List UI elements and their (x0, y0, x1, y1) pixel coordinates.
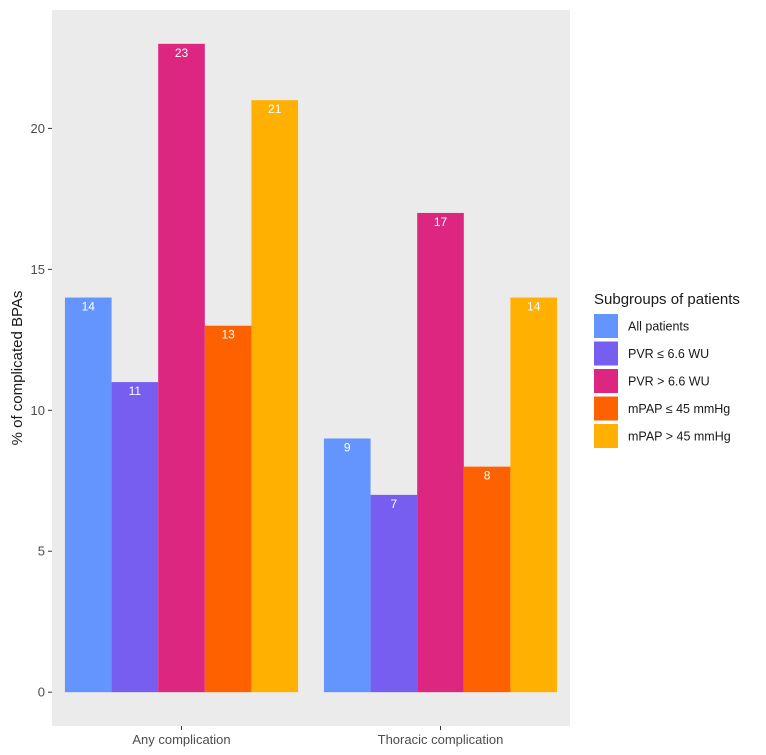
legend-label: PVR > 6.6 WU (628, 375, 710, 389)
y-tick-label: 10 (31, 403, 45, 418)
data-label: 7 (391, 497, 398, 511)
legend-label: PVR ≤ 6.6 WU (628, 347, 709, 361)
data-label: 11 (129, 384, 142, 398)
legend-label: mPAP > 45 mmHg (628, 430, 731, 444)
bar (417, 212, 464, 693)
y-axis: 0 5 10 15 20 (31, 121, 52, 700)
y-axis-title: % of complicated BPAs (9, 291, 26, 446)
bar (111, 382, 159, 693)
legend-key (594, 369, 618, 393)
bar (64, 297, 112, 693)
x-axis: Any complication Thoracic complication (132, 726, 503, 747)
x-tick-label: Thoracic complication (378, 732, 504, 747)
x-tick-label: Any complication (132, 732, 230, 747)
legend-key (594, 314, 618, 338)
legend-key (594, 341, 618, 366)
bar (251, 100, 299, 693)
data-label: 13 (221, 328, 235, 342)
data-label: 14 (82, 300, 96, 314)
data-label: 17 (434, 215, 448, 229)
y-tick-label: 0 (38, 685, 45, 700)
legend-label: mPAP ≤ 45 mmHg (628, 402, 730, 416)
legend: Subgroups of patients All patients PVR ≤ … (594, 291, 740, 448)
data-label: 14 (527, 300, 541, 314)
legend-title: Subgroups of patients (594, 291, 740, 308)
bar (370, 494, 418, 693)
data-label: 8 (484, 469, 491, 483)
y-tick-label: 15 (31, 262, 45, 277)
data-label: 9 (344, 440, 351, 454)
legend-label: All patients (628, 320, 689, 334)
data-label: 23 (175, 46, 189, 60)
bar (323, 438, 371, 693)
bar (463, 466, 511, 693)
y-tick-label: 5 (38, 544, 45, 559)
bar (158, 43, 205, 693)
data-label: 21 (268, 102, 282, 116)
y-tick-label: 20 (31, 121, 45, 136)
bar (204, 325, 252, 693)
legend-key (594, 424, 618, 448)
bar (510, 297, 558, 693)
bars-layer: 14 11 23 13 21 9 7 17 8 14 (64, 43, 558, 693)
legend-key (594, 396, 618, 421)
